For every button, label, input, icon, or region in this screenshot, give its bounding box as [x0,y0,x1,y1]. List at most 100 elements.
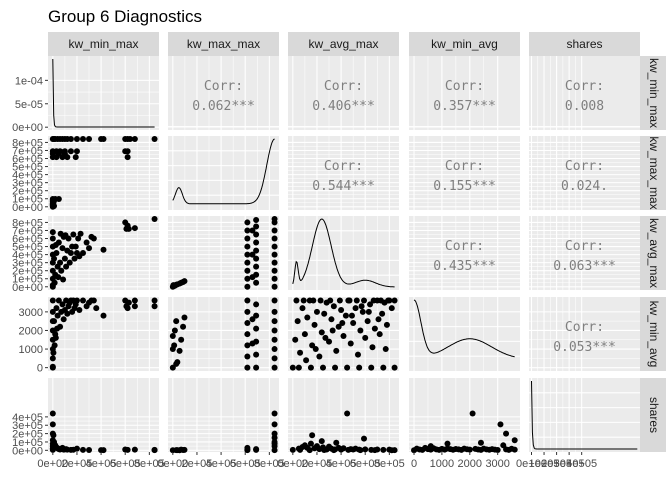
column-strip-kw_avg_max [288,32,399,56]
data-point [60,316,67,323]
data-point [66,259,73,266]
data-point [271,434,278,441]
data-point [317,297,324,304]
panel-background [288,136,399,210]
data-point [244,297,251,304]
corr-value: 0.544*** [312,179,375,194]
panel-background [48,378,159,452]
data-point [352,305,359,312]
data-point [171,327,178,334]
data-point [361,435,368,442]
data-point [271,410,278,417]
column-strip-kw_min_max [48,32,159,56]
y-tick-label: 3e+05 [12,420,43,432]
data-point [304,314,311,321]
y-tick-label: 6e+05 [12,154,43,166]
data-point [391,297,398,304]
data-point [330,303,337,310]
data-point [511,446,518,453]
data-point [131,297,138,304]
data-point [344,364,351,371]
panel-background [288,56,399,130]
data-point [49,229,56,236]
data-point [59,245,66,252]
data-point [382,346,389,353]
x-tick-label: 1000 [430,458,454,470]
data-point [86,135,93,142]
data-point [353,297,360,304]
row-strip-kw_avg_max [640,216,666,290]
data-point [76,307,83,314]
data-point [328,316,335,323]
data-point [98,447,105,454]
panel-shares-vs-kw_min_avg [409,378,520,452]
data-point [249,274,256,281]
y-tick-label: 0e+00 [12,202,43,214]
data-point [75,235,82,242]
density-curve-kw_min_max [52,58,155,128]
data-point [72,154,79,161]
data-point [391,364,398,371]
x-tick-label: 3e+05 [554,458,585,470]
data-point [357,327,364,334]
x-tick-label: 4e+05 [86,458,117,470]
panel-kw_max_max-vs-kw_min_max [48,136,159,210]
data-point [371,447,378,454]
data-point [244,219,251,226]
data-point [380,446,387,453]
panel-background [409,216,520,290]
row-strip-label: kw_min_max [647,58,661,128]
data-point [322,334,329,341]
data-point [340,333,347,340]
data-point [253,231,260,238]
data-point [362,334,369,341]
x-tick-label: 8e+05 [134,458,165,470]
data-point [244,320,251,327]
data-point [79,446,86,453]
row-strip-label: kw_min_avg [647,301,661,368]
data-point [178,336,185,343]
data-point [376,331,383,338]
data-point [63,263,70,270]
density-curve-kw_avg_max [292,218,395,288]
data-point [466,446,473,453]
data-point [271,421,278,428]
data-point [181,278,188,285]
data-point [271,235,278,242]
data-point [271,251,278,258]
data-point [124,154,131,161]
data-point [301,331,308,338]
data-point [67,135,74,142]
data-point [244,251,251,258]
data-point [385,297,392,304]
data-point [377,297,384,304]
data-point [321,310,328,317]
data-point [368,364,375,371]
data-point [49,410,56,417]
data-point [309,342,316,349]
data-point [83,239,90,246]
data-point [180,323,187,330]
column-strip-label: kw_min_max [68,37,138,51]
data-point [362,446,369,453]
corr-value: 0.357*** [433,99,496,114]
panel-background [288,378,399,452]
x-tick-label: 0e+00 [37,458,68,470]
data-point [329,327,336,334]
data-point [71,255,78,262]
data-point [271,227,278,234]
y-tick-label: 5e-05 [15,99,43,111]
data-point [253,279,260,286]
data-point [310,297,317,304]
data-point [244,283,251,290]
row-strip-kw_min_avg [640,297,666,371]
data-point [326,338,333,345]
corr-label: Corr: [204,79,243,94]
panel-shares-vs-shares [529,378,640,452]
data-point [73,148,80,155]
data-point [176,347,183,354]
x-tick-label: 0 [411,458,417,470]
data-point [60,276,67,283]
data-point [333,439,340,446]
